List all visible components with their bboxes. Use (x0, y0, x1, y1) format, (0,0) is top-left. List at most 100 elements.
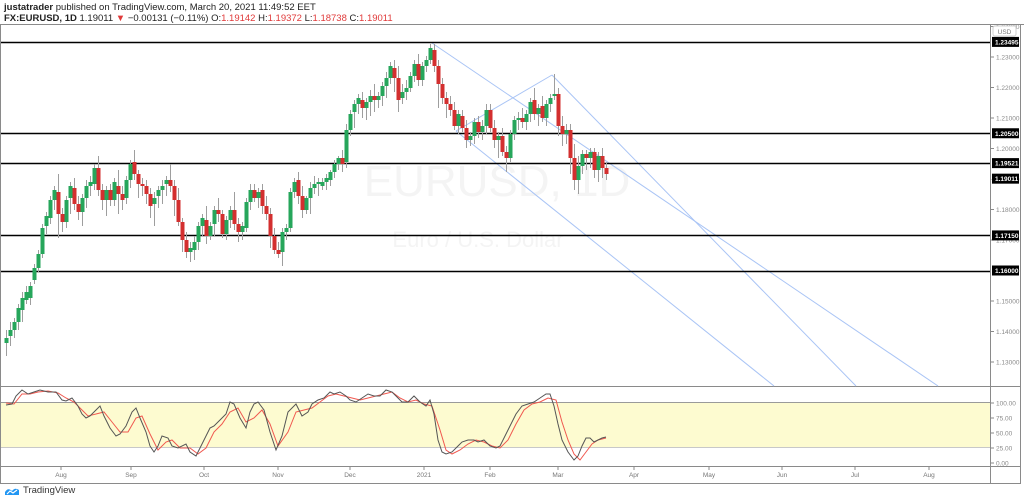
candle-up (364, 102, 369, 108)
oscillator-tick-label: 0.00 (996, 461, 1009, 468)
candle-up (32, 268, 37, 280)
candle-up (596, 156, 601, 170)
candle-up (412, 64, 417, 76)
candle-down (540, 106, 545, 118)
candle-down (392, 68, 397, 78)
candle-up (292, 182, 297, 192)
candle-up (280, 232, 285, 252)
candle-up (16, 308, 21, 322)
candle-up (344, 130, 349, 162)
candle-down (568, 130, 573, 158)
candle-down (72, 188, 77, 204)
candle-up (304, 198, 309, 210)
candle-up (24, 292, 29, 300)
candle-down (148, 194, 153, 206)
candle-up (40, 228, 45, 254)
candle-up (424, 60, 429, 66)
candle-down (492, 128, 497, 140)
candle-down (204, 220, 209, 236)
candle-up (124, 180, 129, 198)
candle-up (528, 102, 533, 114)
channel-line[interactable] (431, 42, 939, 387)
candle-up (480, 126, 485, 132)
price-level-badge (992, 158, 1019, 169)
candle-up (64, 200, 69, 222)
candle-up (508, 134, 513, 158)
price-level-badge-text: 1.19521 (995, 161, 1019, 168)
pitchfork-drawing[interactable] (431, 42, 939, 387)
candle-down (504, 152, 509, 158)
candle-up (516, 118, 521, 120)
time-tick-label: Mar (552, 472, 564, 479)
price-tick-label: 1.21000 (996, 116, 1020, 123)
candlestick-series (4, 44, 609, 356)
price-chart[interactable]: EURUSD, 1D Euro / U.S. Dollar 1.240001.2… (0, 0, 1024, 485)
candle-down (460, 116, 465, 128)
candle-down (476, 122, 481, 132)
candle-up (368, 96, 373, 102)
author-name[interactable]: justatrader (4, 2, 54, 13)
candle-down (220, 214, 225, 234)
channel-line[interactable] (455, 130, 775, 387)
candle-up (288, 192, 293, 228)
price-axis[interactable]: 1.240001.230001.220001.210001.200001.190… (991, 24, 1020, 367)
price-level-badge-text: 1.16000 (995, 268, 1019, 275)
channel-line[interactable] (551, 74, 857, 387)
watermark-description: Euro / U.S. Dollar (392, 227, 563, 252)
candle-down (448, 104, 453, 110)
candle-up (44, 216, 49, 226)
candle-up (88, 182, 93, 186)
candle-up (456, 114, 461, 126)
candle-up (8, 330, 13, 336)
candle-up (576, 166, 581, 180)
candle-down (372, 96, 377, 100)
candle-down (60, 214, 65, 222)
candle-up (240, 226, 245, 232)
oscillator-tick-label: 25.00 (996, 446, 1013, 453)
candle-up (428, 48, 433, 60)
candle-down (56, 192, 61, 214)
candle-down (396, 78, 401, 100)
candle-up (52, 190, 57, 200)
price-level-badge-text: 1.19011 (995, 176, 1019, 183)
candle-up (400, 92, 405, 98)
candle-down (556, 94, 561, 126)
candle-up (244, 202, 249, 228)
candle-down (572, 158, 577, 180)
candle-up (328, 172, 333, 180)
currency-badge[interactable] (992, 25, 1017, 37)
candle-up (348, 114, 353, 130)
open-label: O: (211, 13, 222, 24)
candle-up (200, 218, 205, 226)
candle-down (108, 190, 113, 200)
candle-down (296, 180, 301, 196)
candle-down (340, 158, 345, 164)
candle-up (580, 154, 585, 166)
candle-down (172, 186, 177, 200)
chart-frame (0, 24, 1021, 484)
candle-up (352, 104, 357, 112)
candle-up (512, 120, 517, 134)
price-level-badge-text: 1.20500 (995, 131, 1019, 138)
tradingview-footer[interactable]: TradingView (4, 485, 75, 496)
oscillator-axis[interactable]: 100.00 75.00 50.00 25.00 0.00 (991, 401, 1016, 468)
candle-down (600, 156, 605, 168)
candle-up (164, 180, 169, 184)
time-axis[interactable]: Aug Sep Oct Nov Dec 2021 Feb Mar Apr May Jun Jul Aug (55, 467, 935, 479)
candle-up (256, 192, 261, 198)
stochastic-band (1, 402, 990, 447)
candle-up (152, 198, 157, 204)
candle-up (336, 158, 341, 164)
candle-up (376, 96, 381, 100)
pitchfork-handle[interactable] (455, 74, 553, 132)
candle-down (136, 174, 141, 184)
candle-up (380, 86, 385, 96)
candle-down (464, 128, 469, 140)
down-arrow-icon: ▼ (115, 13, 126, 24)
price-tick-label: 1.14000 (996, 329, 1020, 336)
time-tick-label: May (703, 472, 716, 479)
candle-down (444, 98, 449, 104)
candle-up (588, 152, 593, 158)
candle-down (452, 110, 457, 126)
candle-down (584, 154, 589, 158)
